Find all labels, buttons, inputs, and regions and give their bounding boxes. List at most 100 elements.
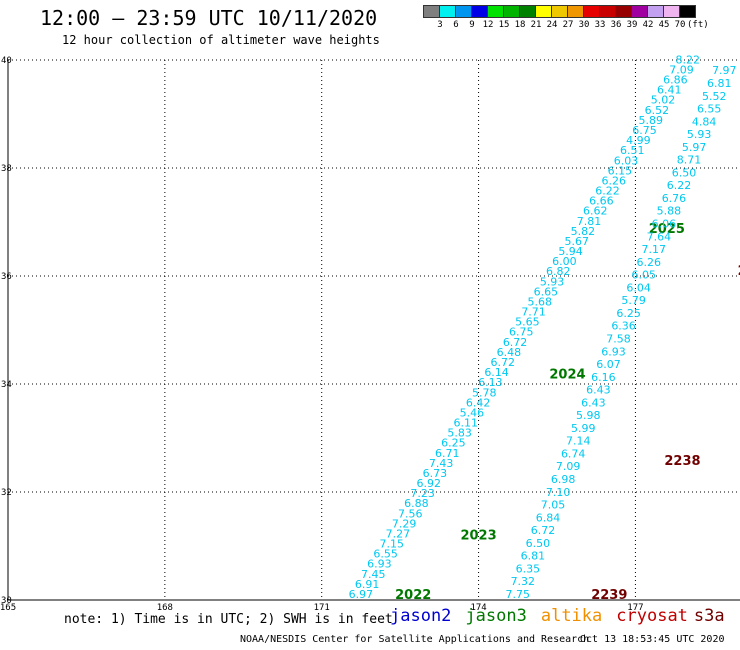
pass-label-jason3: 2025 [649,222,685,237]
swh-value-jason3: 5.94 [558,245,583,258]
swh-value-jason3: 6.72 [503,336,528,349]
y-tick-label: 40 [1,56,12,66]
x-tick-label: 171 [314,603,330,613]
swh-value-s3a: 7.75 [506,588,531,601]
swh-value-jason3: 6.73 [423,467,448,480]
swh-value-jason3: 6.88 [404,497,429,510]
color-scale-label: 36 [610,20,622,30]
legend-item-s3a: s3a [693,606,725,626]
swh-value-jason3: 6.25 [441,437,466,450]
swh-value-s3a: 5.97 [682,141,707,154]
swh-value-jason3: 6.14 [484,366,509,379]
color-scale-unit: (ft) [687,20,709,30]
swh-value-s3a: 7.17 [642,243,667,256]
swh-value-jason3: 5.83 [447,427,472,440]
color-scale-label: 30 [578,20,590,30]
color-scale-label: 21 [530,20,542,30]
swh-value-jason3: 7.27 [386,527,411,540]
color-scale-label: 3 [437,20,443,30]
swh-value-s3a: 6.55 [697,103,722,116]
swh-value-jason3: 5.68 [527,295,552,308]
pass-label-jason3: 2024 [549,368,585,383]
swh-value-jason3: 6.62 [583,205,608,218]
swh-value-s3a: 6.43 [586,384,611,397]
swh-value-s3a: 7.32 [511,575,536,588]
color-scale-label: 18 [514,20,526,30]
color-scale-label: 27 [562,20,574,30]
color-scale: 3 6 9 12 15 18 21 24 27 30 33 36 39 42 45 70 (ft) [423,5,709,30]
footer-timestamp: Oct 13 18:53:45 UTC 2020 [580,634,725,645]
swh-value-s3a: 6.36 [611,320,636,333]
swh-value-jason3: 6.52 [645,104,670,117]
swh-value-s3a: 5.99 [571,422,596,435]
swh-value-s3a: 6.50 [672,166,697,179]
swh-value-jason3: 6.00 [552,255,577,268]
swh-value-s3a: 7.14 [566,435,591,448]
y-tick-label: 36 [1,272,12,282]
swh-value-s3a: 6.04 [626,281,651,294]
pass-label-s3a: 2239 [591,588,627,603]
swh-value-s3a: 6.26 [637,256,662,269]
chart-subtitle: 12 hour collection of altimeter wave hei… [62,33,380,47]
swh-value-s3a: 6.50 [526,537,551,550]
swh-value-jason3: 6.41 [657,84,682,97]
swh-value-jason3: 6.93 [367,558,392,571]
swh-value-jason3: 6.66 [589,195,614,208]
swh-value-jason3: 7.15 [380,538,405,551]
swh-value-s3a: 5.93 [687,128,712,141]
swh-value-jason3: 6.51 [620,144,645,157]
color-scale-label: 39 [626,20,638,30]
y-tick-label: 34 [1,380,12,390]
swh-value-jason3: 6.82 [546,265,571,278]
swh-value-s3a: 6.22 [667,179,692,192]
swh-value-jason3: 5.82 [571,225,596,238]
y-tick-label: 32 [1,488,12,498]
swh-value-s3a: 7.09 [556,460,581,473]
swh-value-s3a: 5.88 [657,205,682,218]
footer-credit: NOAA/NESDIS Center for Satellite Applica… [240,634,590,645]
color-scale-label: 9 [469,20,475,30]
x-tick-label: 168 [157,603,173,613]
swh-value-jason3: 7.23 [410,487,435,500]
legend-item-jason3: jason3 [465,606,527,626]
swh-value-jason3: 6.75 [509,326,534,339]
swh-value-jason3: 7.09 [669,63,694,76]
x-tick-label: 174 [470,603,486,613]
swh-value-jason3: 7.29 [392,517,417,530]
swh-value-s3a: 7.97 [712,64,737,77]
swh-value-jason3: 6.22 [595,185,620,198]
color-scale-label: 15 [498,20,510,30]
swh-value-s3a: 4.84 [692,115,717,128]
swh-value-jason3: 4.99 [626,134,651,147]
swh-value-s3a: 7.58 [606,332,631,345]
units-note: note: 1) Time is in UTC; 2) SWH is in fe… [64,612,393,627]
swh-value-jason3: 6.97 [349,588,374,601]
swh-value-jason3: 5.67 [564,235,589,248]
legend-item-jason2: jason2 [390,606,452,626]
swh-value-jason3: 6.15 [608,164,633,177]
pass-label-s3a: 2237 [738,264,740,279]
swh-value-jason3: 5.46 [460,406,485,419]
swh-value-jason3: 6.42 [466,396,491,409]
swh-value-jason3: 6.75 [632,124,657,137]
swh-value-jason3: 6.26 [601,174,626,187]
swh-value-jason3: 5.89 [638,114,663,127]
color-scale-label: 12 [482,20,494,30]
swh-value-jason3: 6.72 [490,356,515,369]
swh-value-jason3: 6.86 [663,74,688,87]
pass-label-jason3: 2022 [395,588,431,603]
swh-value-s3a: 7.05 [541,499,566,512]
swh-value-jason3: 6.13 [478,376,503,389]
swh-value-s3a: 5.98 [576,409,601,422]
chart-title: 12:00 — 23:59 UTC 10/11/2020 [40,6,378,30]
swh-value-s3a: 6.43 [581,396,606,409]
swh-value-s3a: 6.76 [662,192,687,205]
swh-value-s3a: 6.35 [516,562,541,575]
swh-value-jason3: 6.65 [534,285,559,298]
color-scale-swatch [679,5,696,18]
swh-value-jason3: 6.91 [355,578,380,591]
color-scale-label: 33 [594,20,606,30]
swh-value-jason3: 6.03 [614,154,639,167]
swh-value-jason3: 7.45 [361,568,386,581]
